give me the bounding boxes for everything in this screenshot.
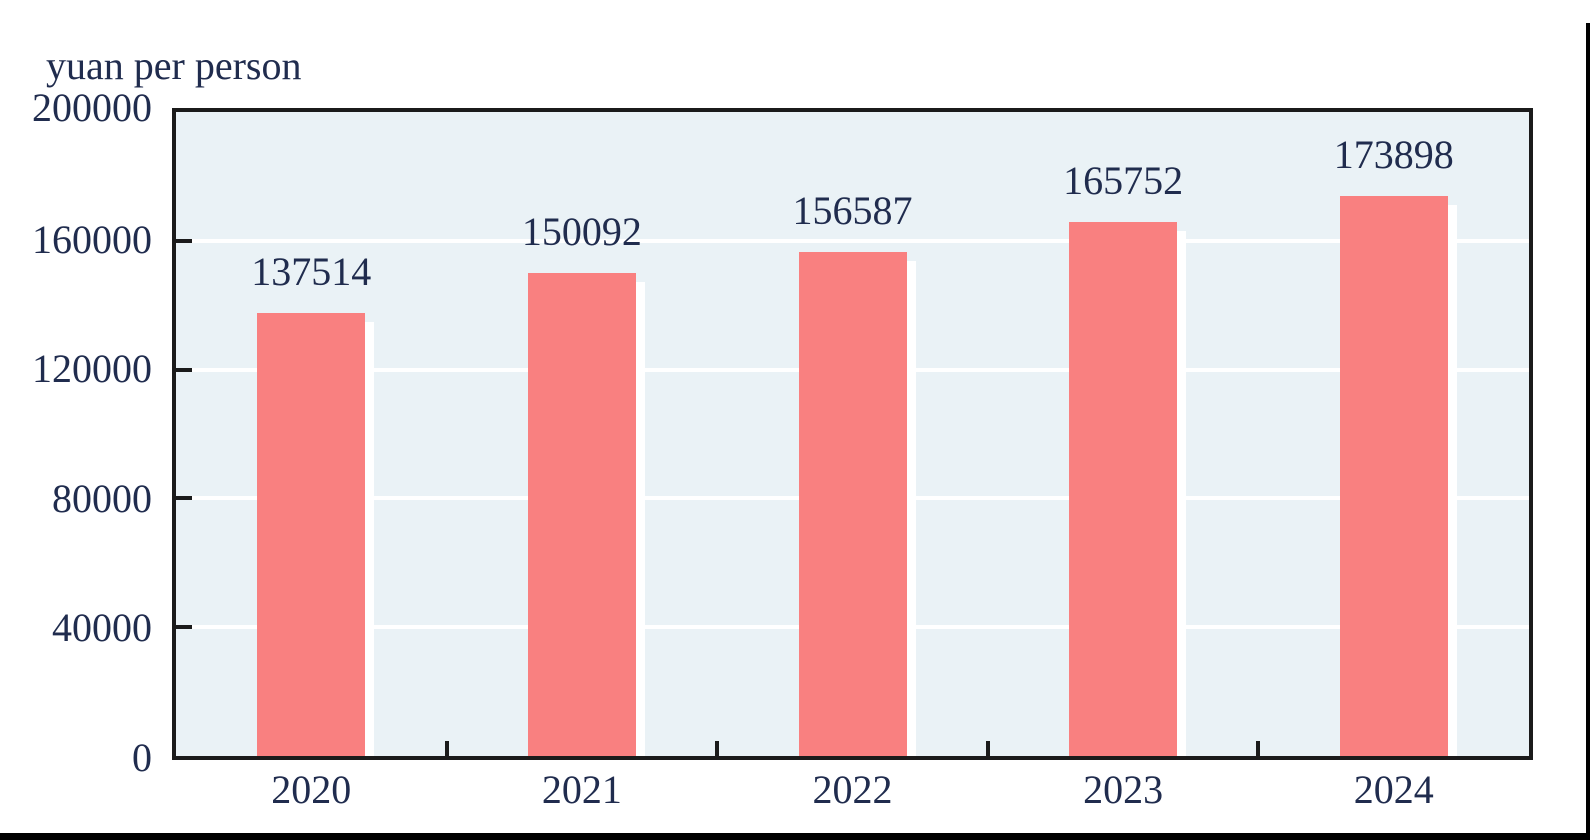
plot-inner: 137514 150092 156587 165752 173898 xyxy=(176,112,1529,756)
gridline-160000 xyxy=(176,238,1529,243)
plot-area: 137514 150092 156587 165752 173898 xyxy=(172,108,1533,760)
y-label-120000: 120000 xyxy=(32,346,152,392)
bar-2023 xyxy=(1069,222,1178,756)
x-label-2022: 2022 xyxy=(812,767,893,812)
page-edge-band-bottom xyxy=(0,833,1590,840)
y-label-40000: 40000 xyxy=(52,605,152,651)
x-label-2021: 2021 xyxy=(541,767,622,812)
bar-value-label-2021: 150092 xyxy=(521,208,642,254)
bar-shadow-2024 xyxy=(1447,205,1457,756)
x-tick-boundary-1 xyxy=(444,741,449,756)
bar-2021 xyxy=(527,272,636,756)
y-label-200000: 200000 xyxy=(32,85,152,130)
y-tick-80000 xyxy=(176,496,192,501)
bar-value-label-2020: 137514 xyxy=(251,249,372,295)
x-tick-boundary-3 xyxy=(985,741,990,756)
y-tick-120000 xyxy=(176,367,192,372)
x-label-2020: 2020 xyxy=(271,767,352,812)
x-label-2023: 2023 xyxy=(1083,767,1164,812)
bar-2024 xyxy=(1339,196,1448,756)
y-label-160000: 160000 xyxy=(32,216,152,262)
bar-shadow-2022 xyxy=(906,260,916,756)
y-tick-40000 xyxy=(176,625,192,630)
bar-2022 xyxy=(798,251,907,756)
bar-shadow-2020 xyxy=(365,322,375,756)
bar-value-label-2022: 156587 xyxy=(792,187,913,233)
bar-2020 xyxy=(257,313,366,756)
bar-value-label-2023: 165752 xyxy=(1063,158,1184,204)
bar-value-label-2024: 173898 xyxy=(1333,132,1454,178)
x-tick-boundary-2 xyxy=(715,741,720,756)
unit-label: yuan per person xyxy=(46,43,302,88)
y-label-80000: 80000 xyxy=(52,475,152,521)
y-tick-160000 xyxy=(176,238,192,243)
x-label-2024: 2024 xyxy=(1353,767,1434,812)
bar-shadow-2021 xyxy=(635,281,645,756)
x-tick-boundary-4 xyxy=(1256,741,1261,756)
page-edge-band-right xyxy=(1586,23,1590,840)
bar-shadow-2023 xyxy=(1177,231,1187,756)
y-label-0: 0 xyxy=(132,735,152,780)
